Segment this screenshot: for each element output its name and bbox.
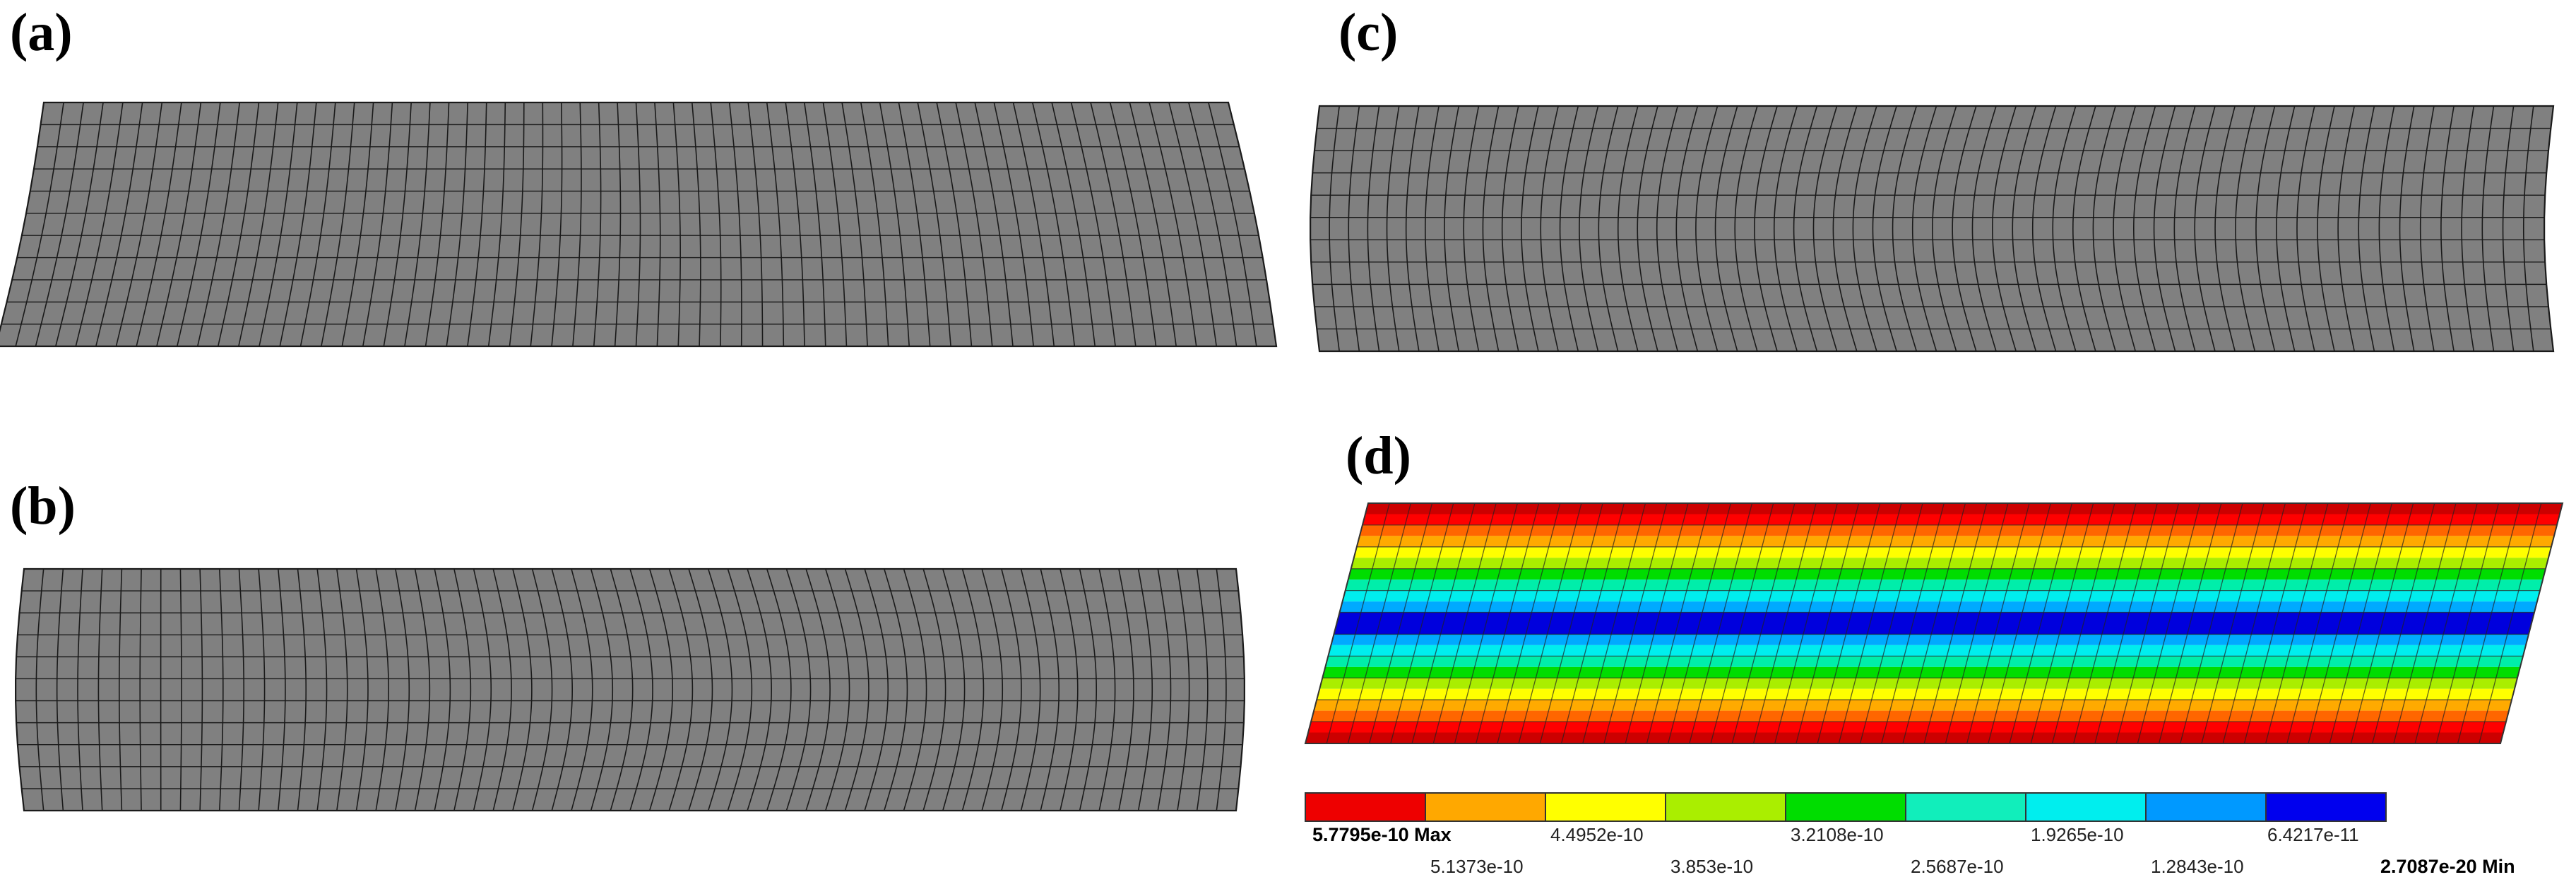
legend-max-label: 5.7795e-10 Max [1312,824,1452,845]
legend-label-0: 5.1373e-10 [1430,856,1524,877]
panel-label-c: (c) [1339,3,1399,62]
legend-swatch [2265,792,2387,822]
contour-mesh-d [1304,502,2564,744]
legend-color-bar [1305,792,2387,822]
legend-swatch [2025,792,2147,822]
mesh-c [1310,105,2555,353]
legend-label-4: 2.5687e-10 [1911,856,2004,877]
legend-swatch [1305,792,1426,822]
legend-label-7: 6.4217e-11 [2267,824,2359,845]
legend-swatch [1425,792,1546,822]
mesh-a [0,101,1278,348]
legend-swatch [1665,792,1786,822]
legend-label-1: 4.4952e-10 [1550,824,1644,845]
legend-min-label: 2.7087e-20 Min [2380,856,2515,877]
panel-label-a: (a) [10,3,73,62]
legend-swatch [2145,792,2267,822]
mesh-b [15,567,1245,812]
legend-label-5: 1.9265e-10 [2031,824,2124,845]
panel-label-b: (b) [10,476,76,536]
legend-swatch [1785,792,1906,822]
legend-swatch [1545,792,1666,822]
panel-label-d: (d) [1346,426,1411,486]
legend-label-6: 1.2843e-10 [2151,856,2244,877]
legend-label-2: 3.853e-10 [1670,856,1754,877]
legend-label-3: 3.2108e-10 [1791,824,1884,845]
legend-swatch [1905,792,2026,822]
